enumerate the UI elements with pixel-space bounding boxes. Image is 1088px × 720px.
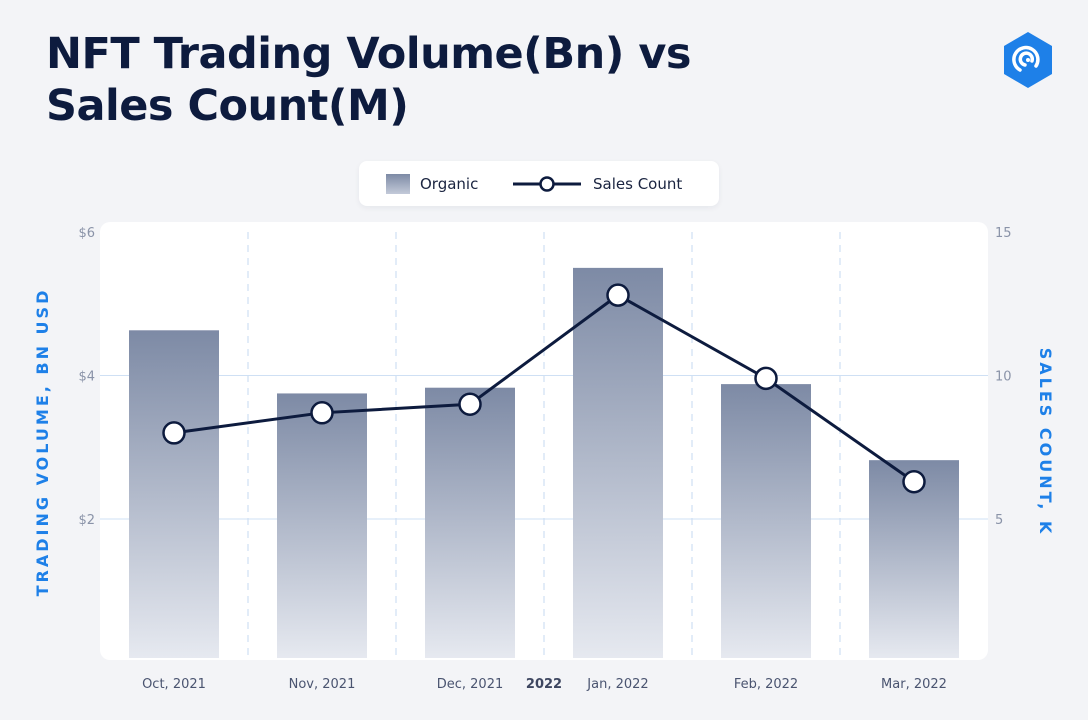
y-left-axis-title: TRADING VOLUME, BN USD <box>33 288 52 597</box>
legend-label-sales-count: Sales Count <box>593 174 683 193</box>
legend-item-organic: Organic <box>386 161 478 206</box>
chart-title: NFT Trading Volume(Bn) vs Sales Count(M) <box>46 28 691 132</box>
y-left-tick-label: $2 <box>78 513 95 528</box>
bar-organic <box>277 393 367 658</box>
x-tick-label: Nov, 2021 <box>289 677 356 692</box>
y-left-tick-label: $6 <box>78 226 95 241</box>
bar-organic <box>721 384 811 658</box>
sales-count-point <box>310 401 334 425</box>
y-right-tick-label: 5 <box>995 513 1003 528</box>
chart-legend: Organic Sales Count <box>359 161 719 206</box>
x-tick-label: Oct, 2021 <box>142 677 206 692</box>
y-left-tick-label: $4 <box>78 370 95 385</box>
y-right-axis-title: SALES COUNT, K <box>1036 348 1055 537</box>
sales-count-point <box>902 469 926 494</box>
sales-count-point <box>754 366 778 391</box>
sales-count-point <box>606 283 630 307</box>
x-tick-label: Feb, 2022 <box>734 677 798 692</box>
x-tick-label: Dec, 2021 <box>437 677 504 692</box>
sales-count-point <box>458 392 482 416</box>
bar-organic <box>573 267 663 658</box>
legend-item-sales-count: Sales Count <box>513 161 682 206</box>
year-marker-label: 2022 <box>526 677 562 692</box>
x-tick-label: Jan, 2022 <box>586 677 648 692</box>
sales-count-line <box>173 293 915 483</box>
chart-title-line-1: NFT Trading Volume(Bn) vs <box>46 29 691 79</box>
chart-title-line-2: Sales Count(M) <box>46 81 409 131</box>
organic-swatch <box>386 173 410 194</box>
legend-label-organic: Organic <box>420 174 479 193</box>
sales-count-line-marker <box>513 175 581 192</box>
y-right-tick-label: 10 <box>995 370 1012 385</box>
y-right-tick-label: 15 <box>995 226 1012 241</box>
bar-organic <box>425 387 515 658</box>
x-tick-label: Mar, 2022 <box>881 677 947 692</box>
dappradar-logo-icon <box>1004 32 1052 88</box>
bar-organic <box>129 330 219 658</box>
sales-count-point <box>162 421 186 445</box>
